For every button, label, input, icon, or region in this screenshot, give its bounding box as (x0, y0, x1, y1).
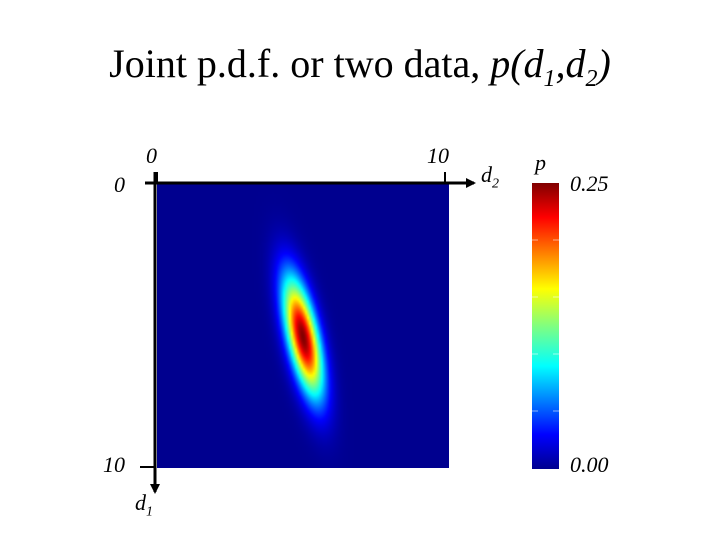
d2-tick-label-start: 0 (146, 143, 157, 168)
colorbar-min-label: 0.00 (570, 452, 609, 477)
pdf-heatmap (157, 183, 449, 468)
d1-tick-label-end: 10 (103, 452, 125, 477)
d1-tick-label-start: 0 (114, 172, 125, 197)
colorbar-ticks (532, 239, 559, 412)
slide-title: Joint p.d.f. or two data, p(d1,d2) (0, 40, 720, 93)
title-text: Joint p.d.f. or two data, (109, 41, 491, 86)
d1-axis-label: d1 (135, 490, 153, 520)
pdf-heatmap-image (157, 183, 449, 468)
d2-tick-label-end: 10 (427, 143, 449, 168)
colorbar-label: p (535, 150, 546, 175)
colorbar (532, 183, 559, 469)
d2-axis-label: d2 (481, 162, 499, 192)
title-math: p(d1,d2) (490, 41, 611, 92)
colorbar-max-label: 0.25 (570, 171, 609, 196)
